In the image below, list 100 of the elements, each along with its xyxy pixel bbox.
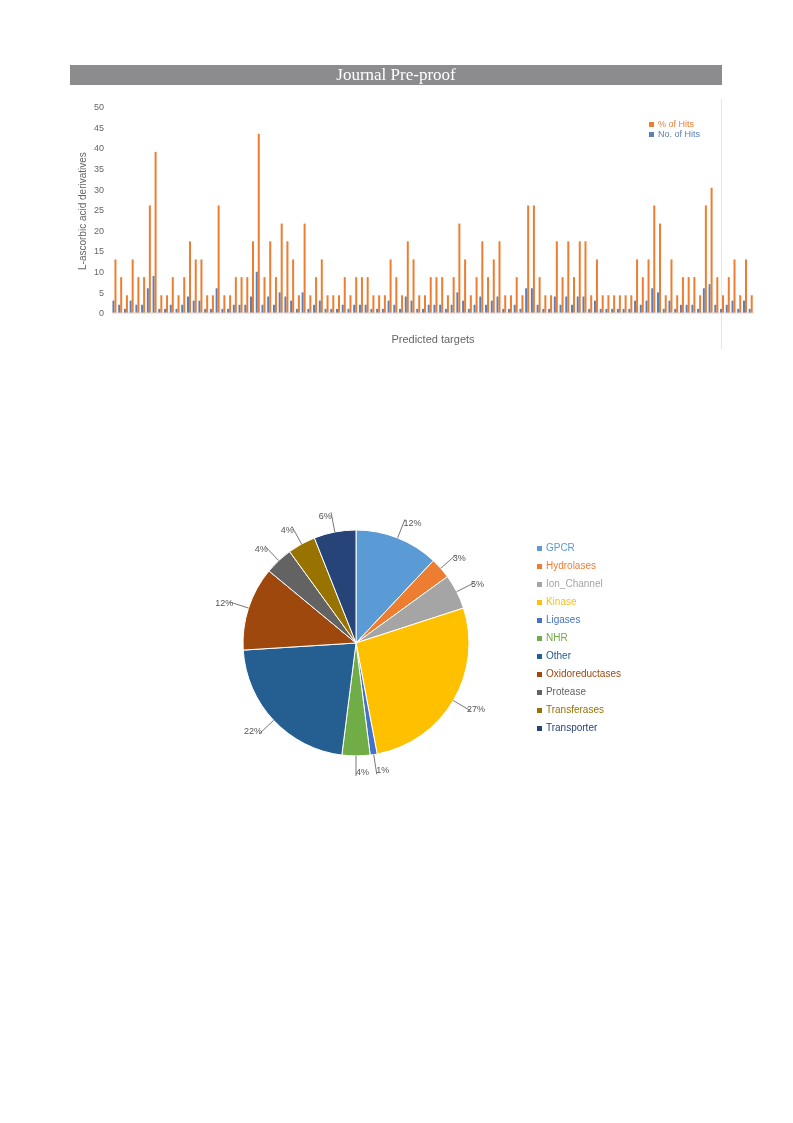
bar [315, 277, 318, 313]
y-tick-label: 40 [93, 143, 104, 154]
bar [590, 295, 593, 313]
bar [664, 295, 667, 313]
data-label: 4% [254, 543, 268, 554]
bar [125, 295, 128, 313]
bar [710, 187, 713, 313]
data-label: 12% [215, 598, 234, 609]
bar [234, 277, 237, 313]
bar [389, 259, 392, 313]
bar [131, 259, 134, 313]
bar [188, 241, 191, 313]
bar [211, 295, 214, 313]
bar [492, 259, 495, 313]
bar [240, 277, 243, 313]
bar [676, 295, 679, 313]
bar [613, 295, 616, 313]
bar [378, 295, 381, 313]
bar [349, 295, 352, 313]
bar [355, 277, 358, 313]
bar [186, 296, 189, 313]
bar [152, 275, 155, 313]
bar [250, 296, 253, 313]
bar [739, 295, 742, 313]
bar [320, 259, 323, 313]
bar [509, 295, 512, 313]
bar [481, 241, 484, 313]
bar [708, 284, 711, 313]
bar [475, 277, 478, 313]
bar [332, 295, 335, 313]
y-tick-label: 25 [93, 205, 104, 216]
bar [166, 295, 169, 313]
legend-label: GPCR [545, 542, 575, 553]
bar [641, 277, 644, 313]
bar [618, 295, 621, 313]
legend-label: Ion_Channel [545, 578, 603, 589]
bar [527, 205, 530, 313]
y-tick-label: 30 [93, 184, 104, 195]
bar [255, 271, 258, 313]
bar [704, 205, 707, 313]
bar [301, 292, 304, 313]
bar [584, 241, 587, 313]
bar [681, 277, 684, 313]
y-tick-label: 35 [93, 163, 104, 174]
bar [229, 295, 232, 313]
bar [595, 259, 598, 313]
bar [670, 259, 673, 313]
y-tick-label: 5 [98, 287, 104, 298]
bar [246, 277, 249, 313]
bar [274, 277, 277, 313]
legend-label: Protease [545, 686, 586, 697]
bar [326, 295, 329, 313]
legend-label: Other [545, 650, 571, 661]
bar [206, 295, 209, 313]
bar [647, 259, 650, 313]
bar [412, 259, 415, 313]
bar [578, 241, 581, 313]
data-label: 3% [452, 552, 466, 563]
legend-label: Ligases [545, 614, 581, 625]
bar [435, 277, 438, 313]
bar [160, 295, 163, 313]
bar [699, 295, 702, 313]
legend-label: % of Hits [657, 119, 694, 129]
chart-title: Journal Pre-proof [70, 65, 722, 85]
bar [727, 277, 730, 313]
bar [286, 241, 289, 313]
bar [716, 277, 719, 313]
data-label: 6% [318, 511, 332, 522]
bar [693, 277, 696, 313]
bar [423, 295, 426, 313]
bar [576, 296, 579, 313]
bar [200, 259, 203, 313]
bar [360, 277, 363, 313]
bar [154, 151, 157, 313]
bar [137, 277, 140, 313]
bar [458, 223, 461, 313]
bar [395, 277, 398, 313]
bar [452, 277, 455, 313]
bar [217, 205, 220, 313]
bar [651, 288, 654, 313]
bar [177, 295, 180, 313]
bar [120, 277, 123, 313]
bar [292, 259, 295, 313]
bar [446, 295, 449, 313]
bar [601, 295, 604, 313]
bar [521, 295, 524, 313]
bar [406, 241, 409, 313]
bar [567, 241, 570, 313]
x-axis-title: Predicted targets [391, 333, 476, 345]
bar [338, 295, 341, 313]
bar [418, 295, 421, 313]
bar [223, 295, 226, 313]
y-tick-label: 45 [93, 122, 104, 133]
bar [722, 295, 725, 313]
legend-label: Transporter [545, 722, 598, 733]
data-label: 27% [467, 703, 486, 714]
bar [657, 292, 659, 313]
bar [278, 292, 281, 313]
bar [456, 292, 459, 313]
y-tick-label: 15 [93, 246, 104, 257]
